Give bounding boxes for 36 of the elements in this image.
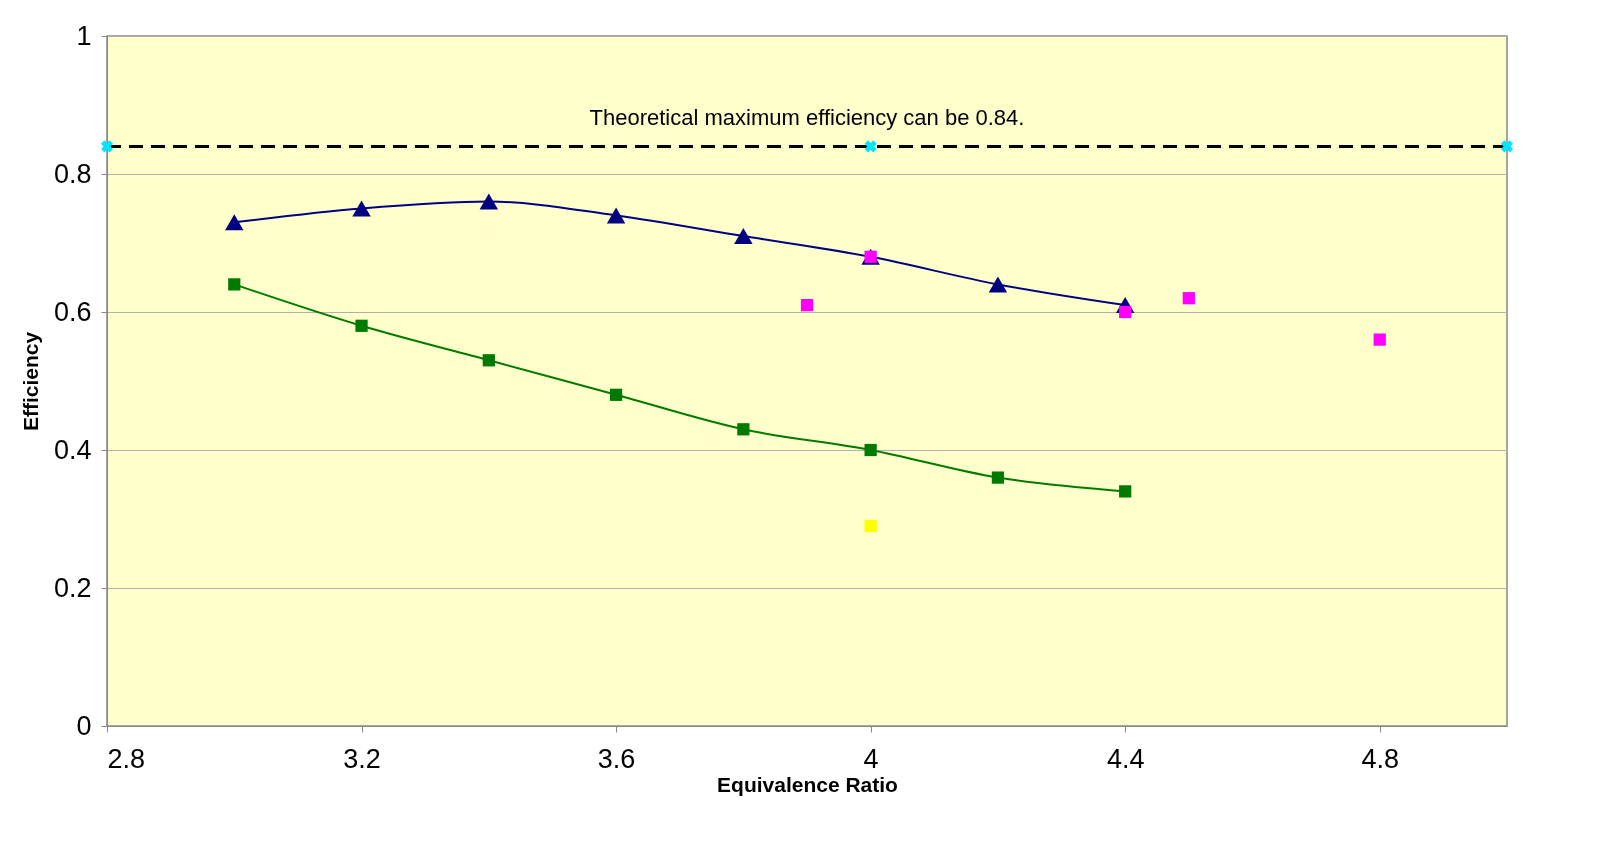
point xyxy=(864,140,877,153)
y-tick-label: 0.6 xyxy=(53,296,92,327)
point xyxy=(864,519,877,533)
point xyxy=(988,276,1008,293)
point xyxy=(225,214,244,231)
point xyxy=(991,471,1005,484)
x-tick-label: 4 xyxy=(863,743,879,774)
point xyxy=(734,228,753,245)
point xyxy=(609,388,623,401)
point xyxy=(482,354,495,367)
point xyxy=(1500,140,1514,153)
y-tick-label: 0 xyxy=(76,710,92,741)
point xyxy=(479,193,499,210)
y-tick-label: 0.8 xyxy=(53,158,92,189)
point xyxy=(606,207,626,224)
point xyxy=(1182,292,1195,305)
point xyxy=(864,443,877,457)
point xyxy=(228,278,241,291)
x-tick-label: 3.6 xyxy=(597,743,636,774)
x-tick-label: 2.8 xyxy=(107,743,146,774)
y-tick-label: 0.4 xyxy=(53,434,92,465)
point xyxy=(100,140,114,153)
point xyxy=(1119,485,1132,498)
x-axis-title: Equivalence Ratio xyxy=(717,772,898,796)
point xyxy=(355,319,368,332)
y-tick-label: 0.2 xyxy=(53,572,92,603)
y-tick-label: 1 xyxy=(76,20,92,51)
y-axis-title: Efficiency xyxy=(18,331,42,432)
point xyxy=(352,200,371,217)
point xyxy=(1373,333,1386,346)
x-tick-label: 4.8 xyxy=(1361,743,1399,774)
ref-line-label: Theoretical maximum efficiency can be 0.84. xyxy=(589,105,1025,131)
x-tick-label: 4.4 xyxy=(1106,743,1145,774)
x-tick-label: 3.2 xyxy=(343,743,381,774)
point xyxy=(800,298,814,312)
point xyxy=(737,423,750,436)
